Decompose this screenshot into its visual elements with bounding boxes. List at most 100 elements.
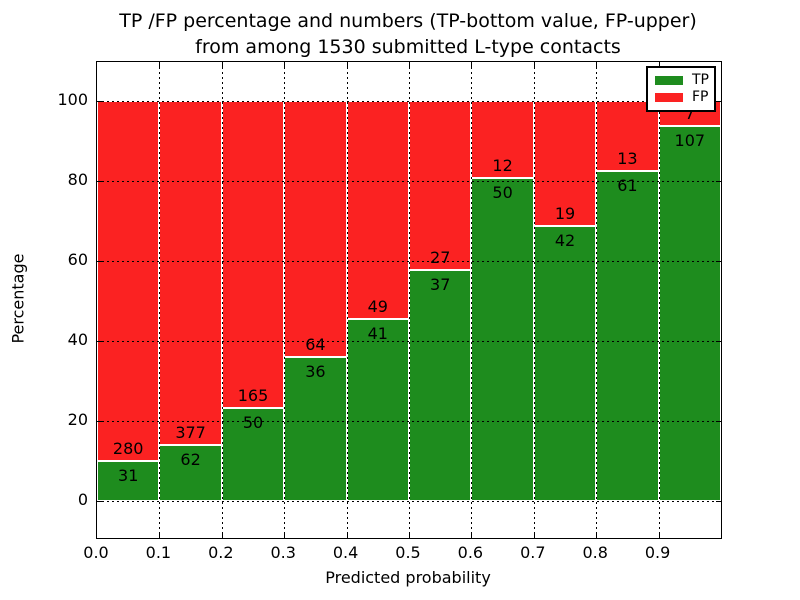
x-tick-label: 0.3 [270,543,296,562]
x-tick-mark [658,62,660,67]
x-tick-label: 0.6 [457,543,484,562]
fp-count-label: 165 [237,385,269,405]
x-tick-label: 0.9 [644,543,671,562]
chart-title-line1: TP /FP percentage and numbers (TP-bottom… [119,10,697,32]
y-tick-label: 80 [67,170,88,189]
y-tick-mark [716,501,721,502]
y-tick-mark [716,261,721,262]
vertical-gridline [409,62,410,538]
fp-count-label: 280 [112,439,144,459]
legend-label-tp: TP [692,71,709,88]
tp-count-label: 42 [554,230,576,250]
tp-bar-segment [409,269,472,501]
tp-bar-segment [596,171,659,501]
x-tick-mark [284,533,286,538]
x-tick-mark [533,62,535,67]
x-tick-mark [221,62,223,67]
tp-bar-segment [284,357,347,501]
fp-bar-segment [97,101,160,462]
x-tick-label: 0.5 [395,543,421,562]
x-tick-mark [346,533,348,538]
x-tick-label: 0.1 [145,543,172,562]
x-tick-label: 0.0 [83,543,109,562]
x-tick-mark [596,533,598,538]
x-tick-mark [346,62,348,67]
fp-count-label: 12 [492,156,513,176]
x-tick-mark [221,533,223,538]
y-axis-label: Percentage [8,253,28,344]
y-tick-label: 20 [67,410,88,429]
plot-area: 280 31 377 62 165 50 64 36 49 41 27 37 12 50 19 42 13 61 7… [96,61,722,539]
x-tick-mark [533,533,535,538]
y-tick-mark [97,181,102,182]
fp-count-label: 19 [554,203,576,223]
y-tick-label: 40 [67,330,88,349]
y-tick-label: 60 [67,250,88,269]
x-tick-label: 0.7 [520,543,546,562]
x-tick-mark [658,533,660,538]
x-tick-mark [596,62,598,67]
x-tick-mark [471,533,473,538]
vertical-gridline [658,62,660,538]
tp-swatch [655,75,683,85]
y-tick-mark [97,501,102,502]
y-tick-mark [97,421,102,422]
chart-title-line2: from among 1530 submitted L-type contact… [195,36,621,58]
fp-bar-segment [284,101,347,357]
legend-label-fp: FP [692,89,709,106]
fp-bar-segment [409,101,472,270]
fp-count-label: 7 [684,103,695,123]
legend-item-fp: FP [655,89,709,106]
tp-bar-segment [159,444,222,501]
y-tick-mark [716,421,721,422]
chart-title: TP /FP percentage and numbers (TP-bottom… [96,8,720,60]
y-tick-mark [716,101,721,102]
tp-count-label: 31 [118,466,139,486]
fp-bar-segment [346,101,409,319]
fp-count-label: 64 [305,335,326,354]
y-tick-mark [97,261,102,262]
x-tick-mark [471,62,473,67]
fp-bar-segment [221,101,285,408]
tp-count-label: 61 [617,176,638,196]
vertical-gridline [221,62,223,538]
vertical-gridline [533,62,535,538]
vertical-gridline [471,62,473,538]
tp-count-label: 41 [367,323,388,343]
legend-item-tp: TP [655,71,709,88]
vertical-gridline [284,62,286,538]
tp-count-label: 37 [430,274,451,294]
x-tick-mark [159,533,161,538]
y-tick-label: 100 [57,90,88,109]
tp-bar-segment [346,318,409,501]
fp-count-label: 13 [617,149,638,169]
x-axis-label: Predicted probability [325,568,491,587]
y-tick-label: 0 [77,490,88,509]
y-tick-mark [716,181,721,182]
tp-count-label: 107 [674,130,706,150]
tp-count-label: 62 [180,449,201,469]
y-tick-mark [97,341,102,342]
fp-count-label: 27 [430,247,451,267]
tp-count-label: 50 [492,183,513,203]
x-tick-mark [409,533,410,538]
y-tick-mark [97,101,102,102]
x-tick-label: 0.2 [208,543,234,562]
tp-bar-segment [471,178,534,501]
x-tick-label: 0.4 [332,543,359,562]
vertical-gridline [159,62,161,538]
vertical-gridline [596,62,598,538]
fp-swatch [655,93,683,103]
vertical-gridline [346,62,348,538]
tp-count-label: 50 [242,412,264,432]
fp-count-label: 377 [175,422,206,442]
tp-bar-segment [97,461,160,501]
fp-bar-segment [159,101,222,445]
tp-bar-segment [658,125,721,501]
y-tick-mark [716,341,721,342]
legend: TP FP [646,66,716,112]
fp-count-label: 49 [367,296,388,316]
x-tick-mark [284,62,286,67]
x-tick-mark [159,62,161,67]
